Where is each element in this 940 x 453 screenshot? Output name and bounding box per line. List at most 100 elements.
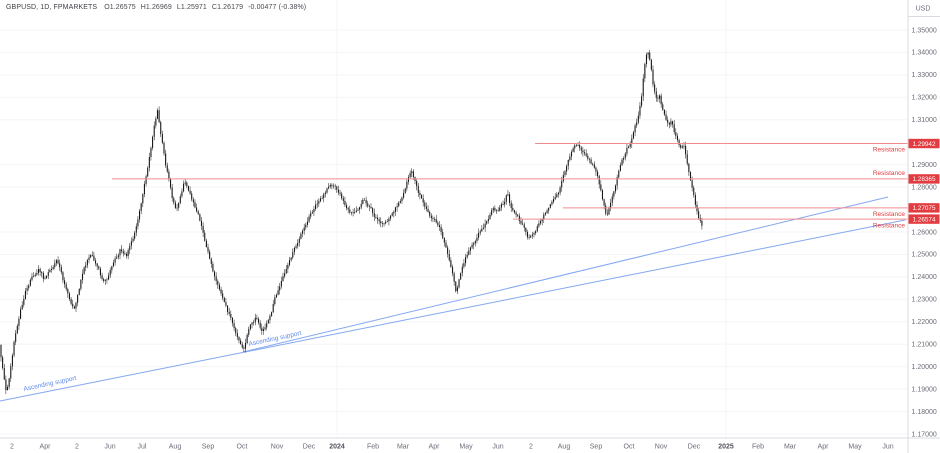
price-tick-label: 1.31000 xyxy=(912,117,937,124)
candle-body xyxy=(352,212,354,213)
candle-body xyxy=(566,165,568,172)
candle-body xyxy=(223,298,225,303)
candle-body xyxy=(601,190,604,200)
candle-body xyxy=(636,122,638,126)
resistance-label: Resistance xyxy=(873,147,906,154)
time-scale[interactable]: 2 Apr 2 Jun Jul Aug Sep Oct Nov Dec 2024 Feb Mar Apr M… xyxy=(0,437,940,451)
candle-body xyxy=(295,246,297,248)
candle-body xyxy=(287,264,289,269)
grid-layer xyxy=(0,0,908,438)
candle-body xyxy=(367,203,369,207)
candle-body xyxy=(114,258,116,263)
candle-body xyxy=(91,255,93,256)
candle-body xyxy=(122,251,124,254)
candle-body xyxy=(694,194,696,205)
candle-body xyxy=(562,175,564,181)
time-tick-label: May xyxy=(848,444,862,451)
candle-body xyxy=(111,266,113,271)
candle-body xyxy=(205,240,207,248)
ascending-support-line[interactable] xyxy=(242,196,889,353)
candle-body xyxy=(626,147,628,154)
candle-body xyxy=(580,147,582,151)
ohlc-close: C1.26179 xyxy=(211,4,244,11)
candle-body xyxy=(156,110,159,119)
candle-body xyxy=(469,247,471,251)
candle-body xyxy=(298,238,300,243)
price-tick-label: 1.20000 xyxy=(912,364,937,371)
candle-body xyxy=(288,260,291,265)
candle-body xyxy=(546,210,548,214)
candle-body xyxy=(64,280,66,285)
candle-body xyxy=(597,171,599,177)
candle-body xyxy=(641,96,643,106)
candle-body xyxy=(567,159,569,166)
candle-body xyxy=(370,206,372,209)
candle-body xyxy=(556,194,558,198)
price-tick-label: 1.29000 xyxy=(912,162,937,169)
candle-body xyxy=(194,202,196,208)
candle-body xyxy=(570,151,573,157)
candle-body xyxy=(616,177,618,186)
candle-body xyxy=(619,164,621,171)
time-tick-label: Oct xyxy=(624,444,635,451)
candle-body xyxy=(427,208,429,212)
ohlc-open: O1.26575 xyxy=(104,4,136,11)
candle-body xyxy=(665,114,667,120)
candle-body xyxy=(197,211,199,215)
candle-body xyxy=(67,289,69,294)
candle-body xyxy=(688,163,690,173)
candle-body xyxy=(437,222,439,226)
candle-body xyxy=(254,317,256,323)
ascending-support-line[interactable] xyxy=(0,219,906,402)
candle-body xyxy=(116,257,118,259)
time-tick-label: Dec xyxy=(303,444,316,451)
candle-body xyxy=(510,202,512,208)
candle-body xyxy=(645,54,648,65)
candle-body xyxy=(134,232,136,239)
candle-body xyxy=(494,208,496,211)
candle-body xyxy=(557,192,560,195)
candle-body xyxy=(425,206,427,209)
candle-body xyxy=(39,269,41,272)
candle-body xyxy=(629,143,631,147)
candle-body xyxy=(199,214,201,221)
candle-body xyxy=(411,171,413,174)
candle-body xyxy=(623,158,625,160)
candle-body xyxy=(68,293,71,300)
resistance-label: Resistance xyxy=(873,222,906,229)
time-tick-label: Jul xyxy=(138,444,147,451)
candle-body xyxy=(319,198,322,202)
candle-body xyxy=(324,192,326,195)
candle-body xyxy=(551,201,553,205)
candle-body xyxy=(104,280,106,282)
symbol-title[interactable]: GBPUSD, 1D, FPMARKETS xyxy=(6,4,98,11)
price-tick-label: 1.33000 xyxy=(912,72,937,79)
candle-body xyxy=(186,182,188,187)
candle-body xyxy=(543,214,545,220)
candle-body xyxy=(541,219,543,222)
candle-body xyxy=(484,223,486,228)
candle-body xyxy=(183,183,185,192)
candle-body xyxy=(474,241,476,244)
candle-body xyxy=(432,218,434,219)
candle-body xyxy=(36,273,38,275)
candle-body xyxy=(209,251,211,259)
candle-body xyxy=(605,205,607,214)
candle-body xyxy=(662,104,664,110)
candle-body xyxy=(233,323,235,329)
candle-body xyxy=(574,145,576,149)
candle-body xyxy=(412,171,414,178)
candle-body xyxy=(73,306,75,309)
resistance-price-badge xyxy=(908,138,940,149)
price-change: -0.00477 (-0.38%) xyxy=(248,4,307,11)
candle-body xyxy=(179,196,181,203)
candle-body xyxy=(391,213,393,216)
resistance-price-badge xyxy=(908,203,940,213)
candle-body xyxy=(202,226,204,233)
candle-body xyxy=(536,226,538,232)
candle-body xyxy=(657,97,659,99)
price-scale[interactable]: USD 1.35000 1.34000 1.33000 1.32000 1.31000 1.… xyxy=(907,0,940,453)
symbol-info-bar[interactable]: GBPUSD, 1D, FPMARKETS O1.26575 H1.26969 L1.… xyxy=(6,3,311,12)
candle-body xyxy=(363,199,366,201)
